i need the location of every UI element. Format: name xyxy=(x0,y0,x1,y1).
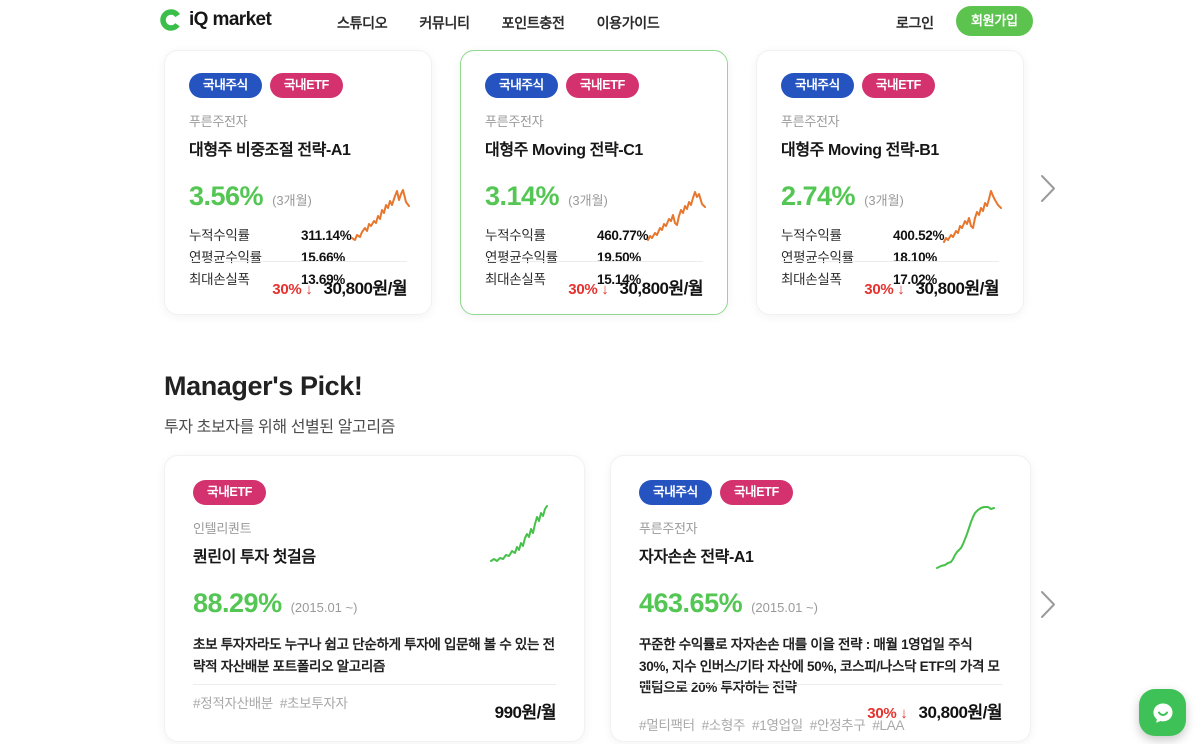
performance-sparkline-icon xyxy=(647,191,706,241)
badge-row: 국내주식 국내ETF xyxy=(781,73,999,98)
return-percent: 463.65% xyxy=(639,588,743,618)
managers-pick-card-1[interactable]: 국내ETF 인텔리퀀트 퀀린이 투자 첫걸음 88.29% (2015.01 ~… xyxy=(164,455,585,742)
badge-domestic-etf: 국내ETF xyxy=(193,480,267,505)
stat-value: 15.66% xyxy=(301,250,345,265)
return-period: (2015.01 ~) xyxy=(751,600,818,615)
price-label: 30,800원/월 xyxy=(323,279,408,298)
return-period: (3개월) xyxy=(568,193,608,208)
price-label: 30,800원/월 xyxy=(918,703,1003,722)
stat-value: 18.10% xyxy=(893,250,937,265)
badge-domestic-stock: 국내주식 xyxy=(485,73,558,98)
provider-name: 인텔리퀀트 xyxy=(193,521,252,536)
provider-name: 푸른주전자 xyxy=(189,114,248,129)
managers-pick-card-2[interactable]: 국내주식 국내ETF 푸른주전자 자자손손 전략-A1 463.65% (201… xyxy=(610,455,1031,742)
chat-launcher-button[interactable] xyxy=(1139,689,1186,736)
stat-value: 460.77% xyxy=(597,228,649,243)
return-period: (3개월) xyxy=(272,193,312,208)
stat-value: 15.14% xyxy=(597,272,641,287)
return-percent: 3.56% xyxy=(189,181,264,211)
strategy-card-1[interactable]: 국내주식 국내ETF 푸른주전자 대형주 비중조절 전략-A1 3.56% (3… xyxy=(164,50,432,315)
nav-item-community[interactable]: 커뮤니티 xyxy=(419,15,470,31)
return-period: (3개월) xyxy=(864,193,904,208)
provider-name: 푸른주전자 xyxy=(485,114,544,129)
section-subtitle: 투자 초보자를 위해 선별된 알고리즘 xyxy=(164,419,395,436)
stat-value: 311.14% xyxy=(301,228,352,243)
hashtag-list: #정적자산배분 #초보투자자 xyxy=(193,696,348,712)
return-percent: 88.29% xyxy=(193,588,282,618)
nav-item-studio[interactable]: 스튜디오 xyxy=(337,15,388,31)
divider xyxy=(639,684,1002,685)
badge-row: 국내ETF xyxy=(193,480,556,505)
stat-value: 19.50% xyxy=(597,250,641,265)
badge-domestic-stock: 국내주식 xyxy=(781,73,854,98)
performance-sparkline-icon xyxy=(351,189,410,241)
badge-domestic-etf: 국내ETF xyxy=(861,73,935,98)
stat-label: 누적수익률 xyxy=(485,228,546,243)
chat-bubble-icon xyxy=(1152,702,1173,723)
strategy-title: 대형주 Moving 전략-B1 xyxy=(781,142,939,159)
provider-name: 푸른주전자 xyxy=(781,114,840,129)
divider xyxy=(189,261,407,262)
performance-sparkline-icon xyxy=(943,190,1002,243)
strategy-title: 대형주 Moving 전략-C1 xyxy=(485,142,643,159)
badge-domestic-etf: 국내ETF xyxy=(565,73,639,98)
logo[interactable]: iQ market xyxy=(159,8,272,32)
price-label: 30,800원/월 xyxy=(619,279,704,298)
logo-icon xyxy=(160,9,182,31)
stat-value: 400.52% xyxy=(893,228,945,243)
hashtag-list: #멀티팩터 #소형주 #1영업일 #안정추구 #LAA xyxy=(639,717,905,733)
stat-label: 누적수익률 xyxy=(781,228,842,243)
discount-badge: 30% ↓ xyxy=(864,281,905,298)
price-label: 30,800원/월 xyxy=(915,279,1000,298)
logo-text: iQ market xyxy=(189,9,272,30)
nav-item-guide[interactable]: 이용가이드 xyxy=(596,15,660,31)
stat-label: 연평균수익률 xyxy=(485,250,558,265)
badge-domestic-stock: 국내주식 xyxy=(639,480,712,505)
performance-sparkline-icon xyxy=(936,506,995,569)
carousel-next-arrow-icon[interactable] xyxy=(1040,174,1057,203)
managers-pick-carousel: 국내ETF 인텔리퀀트 퀀린이 투자 첫걸음 88.29% (2015.01 ~… xyxy=(164,455,1031,742)
strategy-carousel: 국내주식 국내ETF 푸른주전자 대형주 비중조절 전략-A1 3.56% (3… xyxy=(164,50,1024,315)
stat-label: 최대손실폭 xyxy=(189,272,250,287)
stat-label: 최대손실폭 xyxy=(485,272,546,287)
top-navigation-bar: iQ market 스튜디오 커뮤니티 포인트충전 이용가이드 로그인 회원가입 xyxy=(0,0,1200,46)
strategy-title: 대형주 비중조절 전략-A1 xyxy=(189,142,351,159)
return-percent: 2.74% xyxy=(781,181,856,211)
strategy-description: 초보 투자자라도 누구나 쉽고 단순하게 투자에 입문해 볼 수 있는 전략적 … xyxy=(193,637,555,674)
divider xyxy=(193,684,556,685)
divider xyxy=(485,261,703,262)
stat-label: 최대손실폭 xyxy=(781,272,842,287)
divider xyxy=(781,261,999,262)
strategy-card-2[interactable]: 국내주식 국내ETF 푸른주전자 대형주 Moving 전략-C1 3.14% … xyxy=(460,50,728,315)
badge-row: 국내주식 국내ETF xyxy=(639,480,1002,505)
return-percent: 3.14% xyxy=(485,181,560,211)
section-title: Manager's Pick! xyxy=(164,371,363,401)
strategy-description: 꾸준한 수익률로 자자손손 대를 이을 전략 : 매월 1영업일 주식 30%,… xyxy=(639,637,1000,696)
stat-label: 연평균수익률 xyxy=(781,250,854,265)
badge-row: 국내주식 국내ETF xyxy=(189,73,407,98)
managers-pick-next-arrow-icon[interactable] xyxy=(1040,590,1057,619)
badge-domestic-etf: 국내ETF xyxy=(269,73,343,98)
badge-domestic-etf: 국내ETF xyxy=(719,480,793,505)
price-label: 990원/월 xyxy=(494,703,557,722)
performance-sparkline-icon xyxy=(490,505,548,562)
discount-badge: 30% ↓ xyxy=(867,705,908,722)
stat-label: 연평균수익률 xyxy=(189,250,262,265)
stat-value: 17.02% xyxy=(893,272,937,287)
nav-item-points[interactable]: 포인트충전 xyxy=(501,15,565,31)
discount-badge: 30% ↓ xyxy=(568,281,609,298)
stat-label: 누적수익률 xyxy=(189,228,250,243)
stat-value: 13.69% xyxy=(301,272,345,287)
badge-row: 국내주식 국내ETF xyxy=(485,73,703,98)
discount-badge: 30% ↓ xyxy=(272,281,313,298)
strategy-card-3[interactable]: 국내주식 국내ETF 푸른주전자 대형주 Moving 전략-B1 2.74% … xyxy=(756,50,1024,315)
login-link[interactable]: 로그인 xyxy=(896,15,934,31)
return-period: (2015.01 ~) xyxy=(290,600,358,615)
main-nav: 스튜디오 커뮤니티 포인트충전 이용가이드 xyxy=(337,13,660,33)
signup-button[interactable]: 회원가입 xyxy=(956,6,1033,36)
provider-name: 푸른주전자 xyxy=(639,521,698,536)
badge-domestic-stock: 국내주식 xyxy=(189,73,262,98)
strategy-title: 자자손손 전략-A1 xyxy=(639,549,754,566)
strategy-title: 퀀린이 투자 첫걸음 xyxy=(193,549,316,566)
